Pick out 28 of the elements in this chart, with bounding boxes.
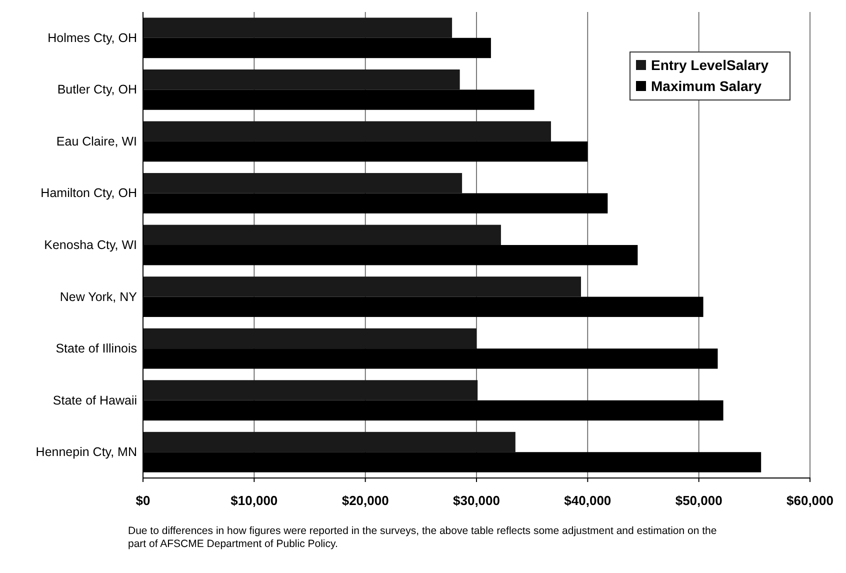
x-tick-label: $40,000	[564, 493, 612, 508]
text: Due to differences in how figures were reported in the surveys, the above table reflects some adjustment and estimation on the part of AFSCME Department of Public Policy.	[128, 525, 718, 551]
bar	[143, 328, 476, 349]
legend-label: Maximum Salary	[651, 78, 762, 94]
bar	[143, 69, 460, 90]
y-tick-label: Kenosha Cty, WI	[44, 238, 137, 252]
y-tick-label: Hamilton Cty, OH	[40, 186, 137, 200]
x-tick-label: $0	[136, 493, 150, 508]
bar	[143, 224, 501, 245]
bar	[143, 432, 516, 452]
y-tick-label: State of Hawaii	[52, 393, 137, 408]
x-tick-label: $30,000	[453, 493, 500, 508]
x-tick-label: $20,000	[342, 493, 389, 508]
y-tick-label: Hennepin Cty, MN	[36, 445, 137, 460]
bar	[143, 18, 452, 38]
bar	[143, 380, 478, 400]
y-tick-label: State of Illinois	[56, 342, 137, 356]
y-tick-label: Eau Claire, WI	[56, 134, 137, 148]
bar	[143, 173, 462, 194]
bar	[143, 121, 551, 142]
y-tick-label: Butler Cty, OH	[57, 82, 137, 97]
x-tick-label: $50,000	[675, 493, 722, 508]
x-tick-label: $10,000	[230, 493, 278, 508]
legend-label: Entry LevelSalary	[651, 57, 769, 73]
bar	[143, 276, 581, 297]
x-tick-label: $60,000	[786, 493, 834, 508]
y-tick-label: Holmes Cty, OH	[48, 30, 137, 45]
y-tick-label: New York, NY	[60, 290, 138, 304]
